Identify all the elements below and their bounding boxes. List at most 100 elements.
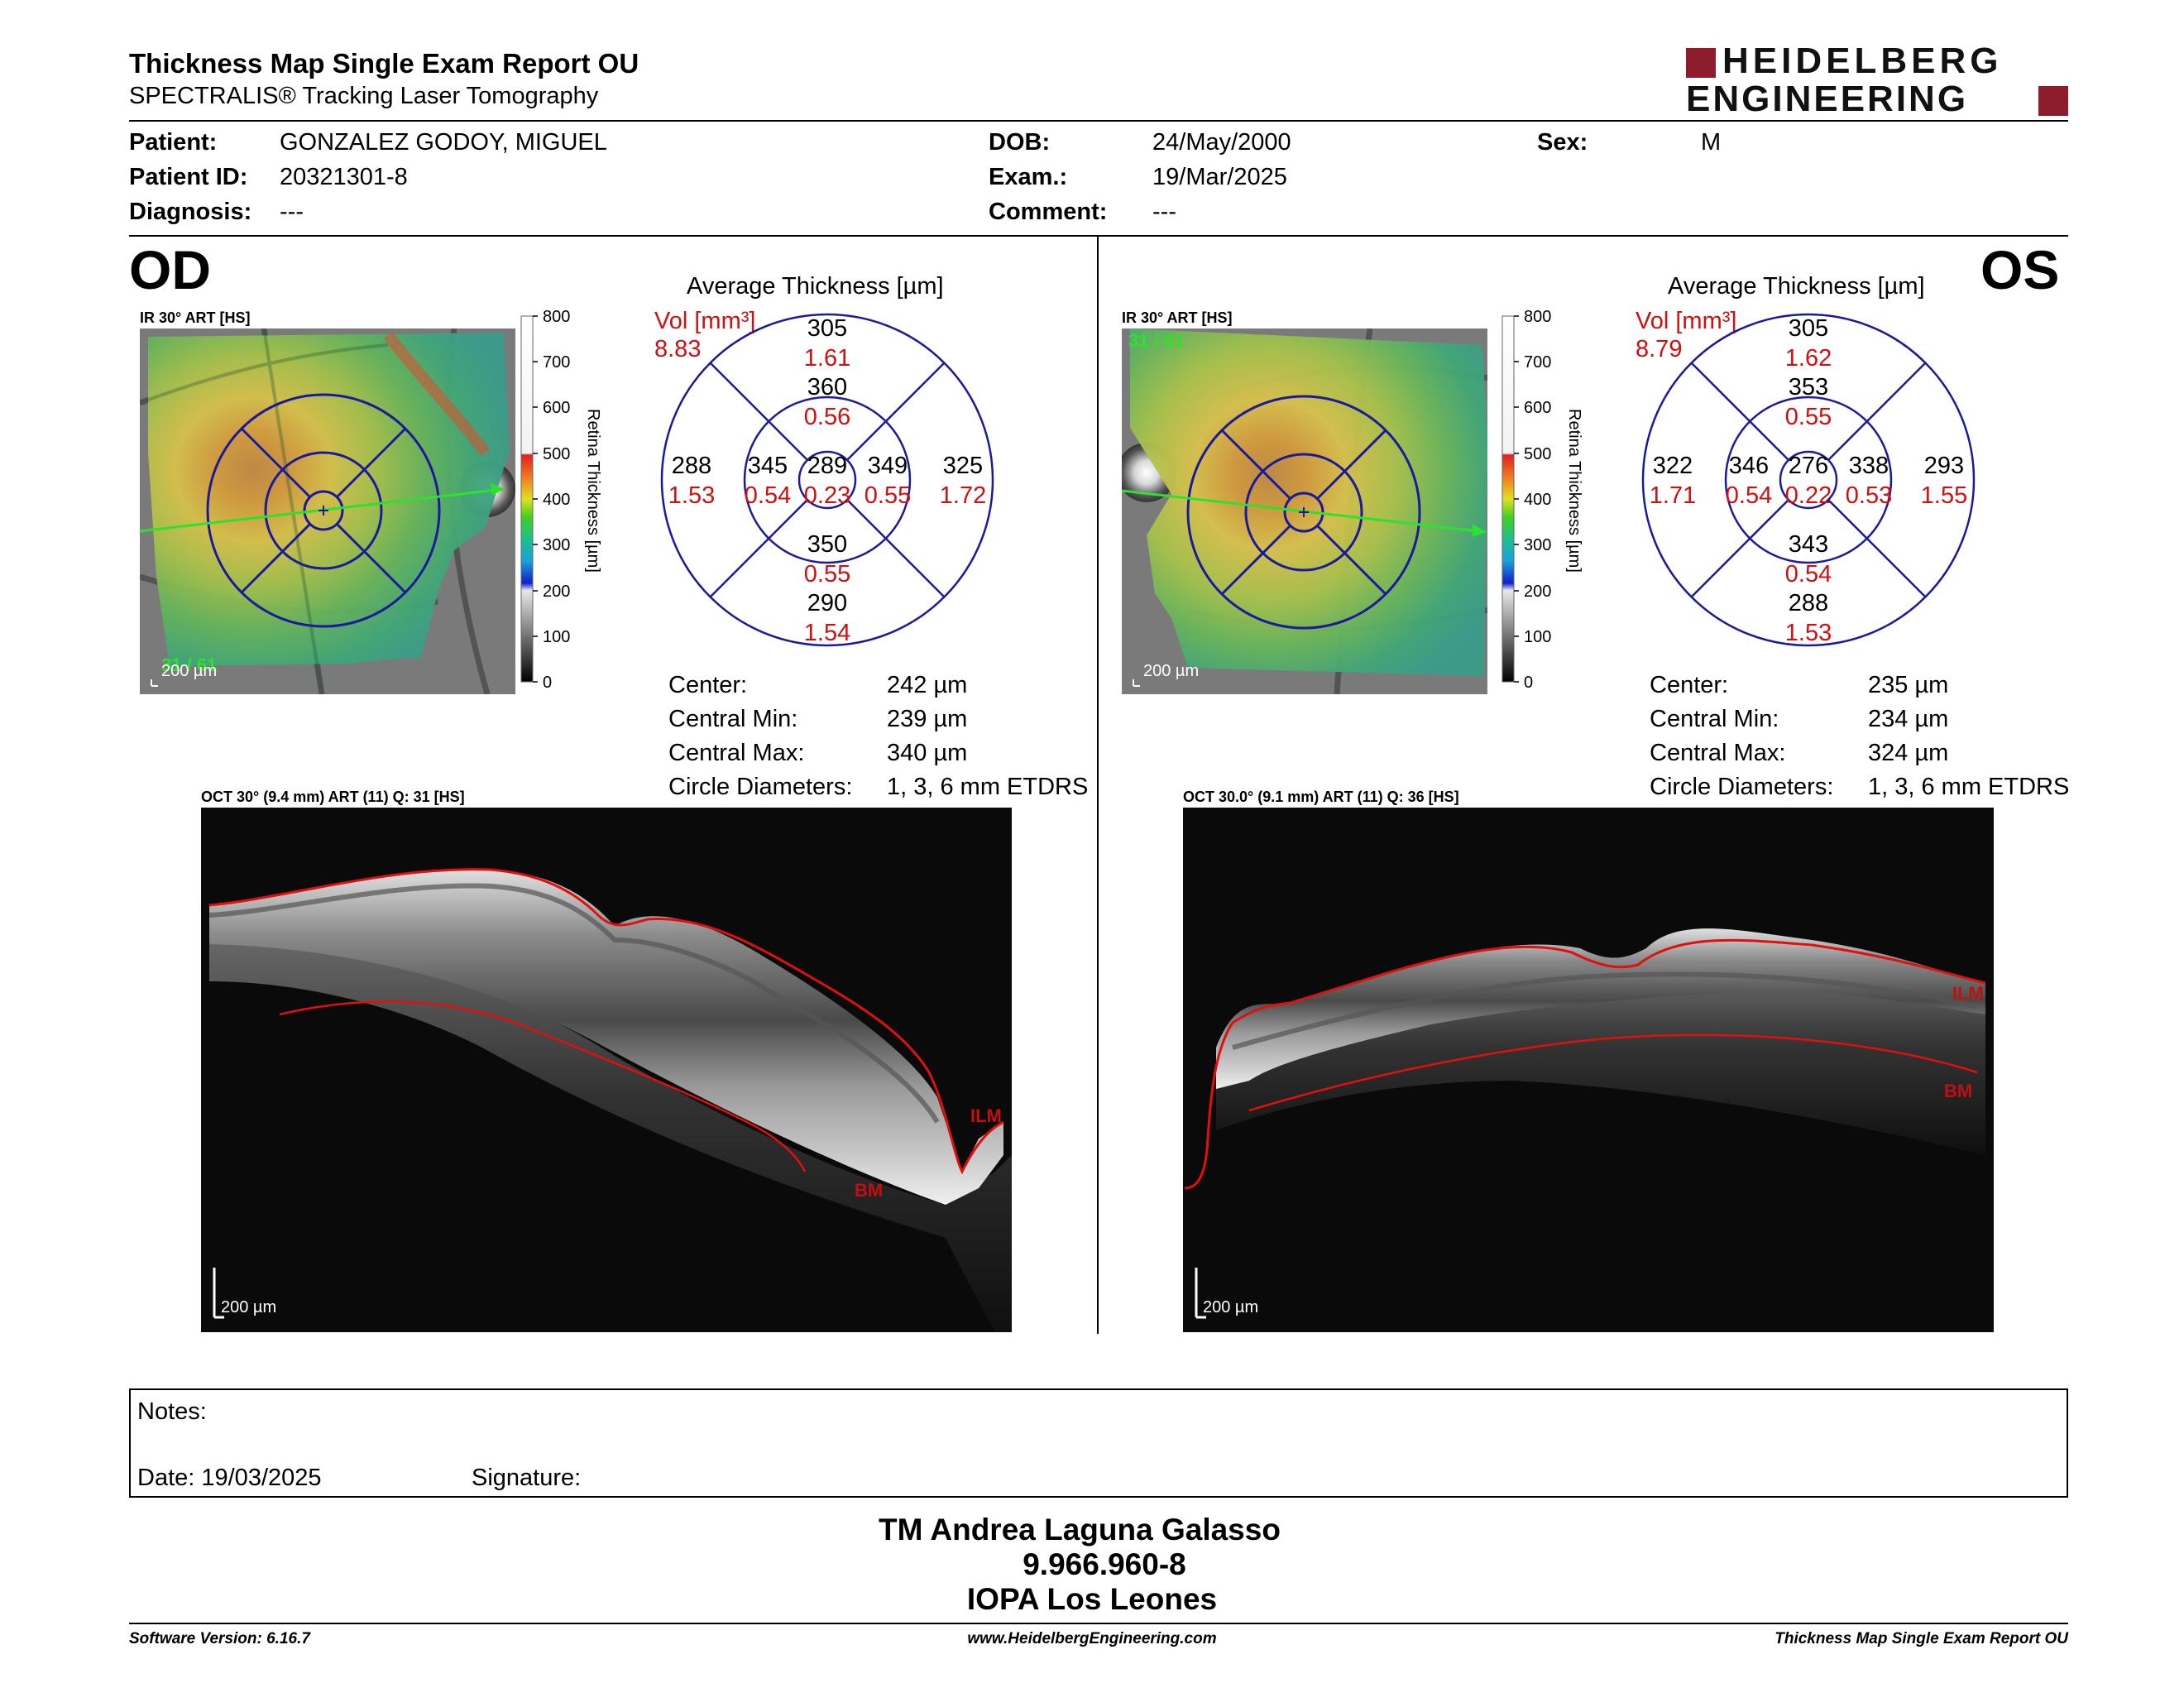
os-central-min-value: 234 µm [1868,706,1949,732]
os-inner-inferior-volume: 0.54 [1785,561,1832,587]
od-fundus-scalebar: 200 µm [161,662,217,680]
os-inner-left-volume: 0.54 [1726,482,1772,509]
os-scale-tick-500: 500 [1524,445,1551,463]
od-oct-bscan: ILM BM 200 µm [201,808,1012,1332]
od-outer-inferior-volume: 1.54 [804,620,850,646]
od-inner-superior-volume: 0.56 [804,404,850,430]
od-outer-superior-volume: 1.61 [804,345,850,372]
od-color-scale: 800 700 600 500 400 300 200 100 0 Retina… [520,308,602,692]
os-fundus-label: IR 30° ART [HS] [1122,309,1233,326]
signer-id: 9.966.960-8 [1023,1547,1186,1581]
signature-label: Signature: [472,1465,582,1491]
os-center-volume: 0.22 [1785,482,1832,509]
od-scale-tick-500: 500 [543,445,570,463]
os-scale-tick-100: 100 [1524,628,1551,646]
os-inner-superior-thickness: 353 [1789,374,1828,400]
od-scale-tick-0: 0 [543,674,552,692]
patient-label: Patient: [129,129,218,156]
od-scale-tick-700: 700 [543,353,570,372]
patient-name: GONZALEZ GODOY, MIGUEL [280,129,607,156]
os-fundus-quality: 31 / 61 [1128,330,1184,351]
comment-label: Comment: [989,199,1108,225]
od-scale-tick-600: 600 [543,399,570,417]
sex-label: Sex: [1537,129,1588,156]
os-scale-tick-200: 200 [1524,583,1551,601]
signer-institution: IOPA Los Leones [966,1582,1218,1616]
od-fundus-thickness-map: 31 / 61 200 µm [140,328,515,694]
comment: --- [1152,199,1176,225]
heidelberg-logo: HEIDELBERG ENGINEERING [1686,41,2068,119]
os-scale-tick-800: 800 [1524,308,1551,326]
od-outer-inferior-thickness: 290 [807,590,847,616]
os-outer-inferior-thickness: 288 [1789,590,1828,616]
os-central-min-label: Central Min: [1650,706,1779,732]
notes-label: Notes: [137,1398,207,1425]
footer-divider [129,1623,2068,1624]
signer-name: TM Andrea Laguna Galasso [879,1513,1281,1547]
os-vol-value: 8.79 [1636,336,1683,362]
report-subtitle: SPECTRALIS® Tracking Laser Tomography [129,83,599,109]
od-central-min-label: Central Min: [668,706,798,732]
os-outer-right-volume: 1.55 [1921,482,1967,509]
os-outer-inferior-volume: 1.53 [1785,620,1832,646]
od-center-thickness: 289 [807,453,847,479]
od-outer-right-thickness: 325 [943,453,983,479]
od-vol-value: 8.83 [654,336,702,362]
logo-text-bottom: ENGINEERING [1686,79,1969,119]
os-ilm-label: ILM [1952,983,1984,1004]
os-center-value: 235 µm [1868,672,1949,698]
footer-software-version: Software Version: 6.16.7 [129,1630,310,1647]
od-outer-right-volume: 1.72 [940,482,986,509]
os-scale-tick-600: 600 [1524,399,1551,417]
od-ilm-label: ILM [970,1105,1002,1126]
os-outer-left-thickness: 322 [1653,453,1693,479]
os-central-max-label: Central Max: [1650,740,1786,766]
os-inner-superior-volume: 0.55 [1785,404,1832,430]
od-vol-label: Vol [mm³] [654,308,756,334]
footer-website: www.HeidelbergEngineering.com [967,1630,1217,1647]
os-scale-tick-0: 0 [1524,674,1533,692]
os-vol-label: Vol [mm³] [1636,308,1737,334]
os-outer-superior-thickness: 305 [1789,315,1828,342]
patient-id: 20321301-8 [280,164,408,190]
os-scale-tick-300: 300 [1524,536,1551,554]
os-outer-left-volume: 1.71 [1650,482,1696,509]
os-avg-title: Average Thickness [µm] [1668,273,1925,300]
os-color-scale: 800 700 600 500 400 300 200 100 0 Retina… [1502,308,1583,692]
od-circle-diameters-label: Circle Diameters: [668,774,853,800]
od-scale-tick-100: 100 [543,628,570,646]
os-oct-scalebar: 200 µm [1203,1298,1258,1316]
diagnosis: --- [280,199,304,225]
date-label: Date: 19/03/2025 [137,1465,322,1491]
od-inner-superior-thickness: 360 [807,374,847,400]
od-inner-inferior-thickness: 350 [807,531,847,558]
od-circle-diameters-value: 1, 3, 6 mm ETDRS [887,774,1089,800]
os-center-thickness: 276 [1789,453,1828,479]
od-inner-left-volume: 0.54 [745,482,791,509]
patient-id-label: Patient ID: [129,164,248,190]
od-central-max-value: 340 µm [887,740,968,766]
os-bm-label: BM [1944,1081,1972,1101]
os-scale-label: Retina Thickness [µm] [1565,409,1583,573]
od-central-min-value: 239 µm [887,706,968,732]
notes-box: Notes: Date: 19/03/2025 Signature: [129,1388,2068,1498]
od-oct-label: OCT 30° (9.4 mm) ART (11) Q: 31 [HS] [201,789,465,805]
od-avg-title: Average Thickness [µm] [687,273,944,300]
od-etdrs-chart: 305 1.61 360 0.56 289 0.23 345 0.54 349 … [660,313,994,647]
od-center-value: 242 µm [887,672,968,698]
od-scale-label: Retina Thickness [µm] [584,409,602,573]
od-fundus-label: IR 30° ART [HS] [140,309,251,326]
diagnosis-label: Diagnosis: [129,199,252,225]
od-outer-left-volume: 1.53 [668,482,715,509]
os-etdrs-chart: 305 1.62 353 0.55 276 0.22 346 0.54 338 … [1641,313,1976,647]
od-central-max-label: Central Max: [668,740,805,766]
od-inner-right-volume: 0.55 [864,482,911,509]
logo-text-top: HEIDELBERG [1722,41,2003,81]
os-circle-diameters-label: Circle Diameters: [1650,774,1834,800]
od-inner-inferior-volume: 0.55 [804,561,850,587]
os-oct-bscan: ILM BM 200 µm [1183,808,1994,1332]
od-scale-tick-300: 300 [543,536,570,554]
os-scale-tick-700: 700 [1524,353,1551,372]
exam-label: Exam.: [989,164,1068,190]
eye-divider [1097,237,1099,1334]
